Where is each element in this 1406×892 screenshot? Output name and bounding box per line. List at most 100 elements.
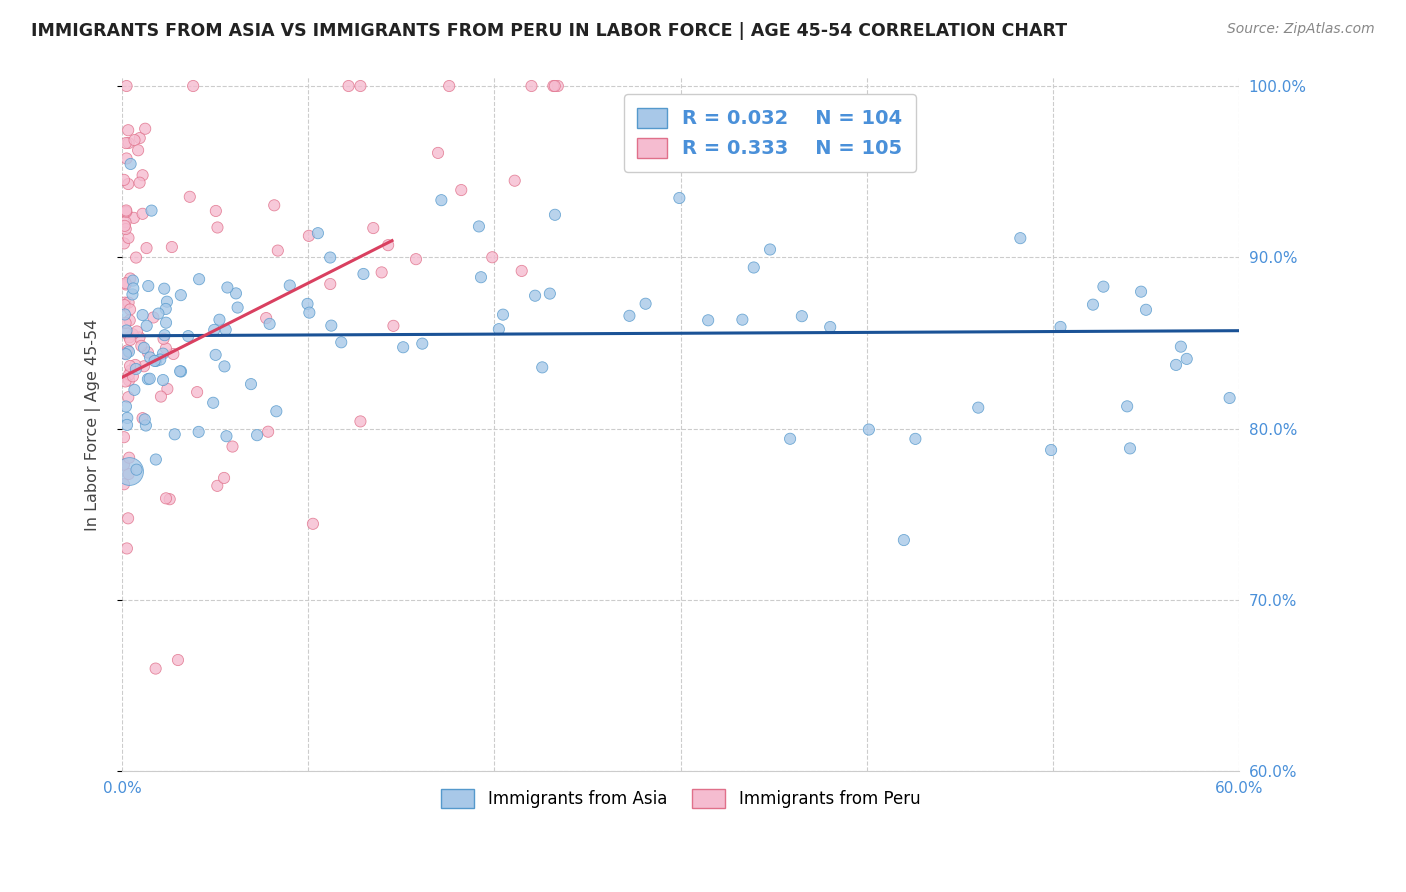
Point <box>266 404 288 418</box>
Point <box>298 305 321 319</box>
Point <box>112 236 135 251</box>
Point <box>145 452 167 467</box>
Point <box>121 369 143 384</box>
Point <box>115 324 138 338</box>
Point <box>503 174 526 188</box>
Point <box>149 390 172 404</box>
Point <box>169 364 191 378</box>
Point <box>132 341 155 355</box>
Point <box>112 458 135 472</box>
Point <box>257 425 280 439</box>
Point <box>405 252 427 267</box>
Point <box>319 277 342 291</box>
Point <box>352 267 374 281</box>
Point <box>1219 391 1241 405</box>
Point <box>818 320 841 334</box>
Point <box>117 411 139 425</box>
Point <box>112 477 135 491</box>
Text: Source: ZipAtlas.com: Source: ZipAtlas.com <box>1227 22 1375 37</box>
Point <box>118 465 141 479</box>
Point <box>114 277 136 291</box>
Point <box>112 173 135 187</box>
Point <box>117 511 139 525</box>
Point <box>121 327 143 342</box>
Point <box>893 533 915 547</box>
Point <box>217 280 239 294</box>
Point <box>349 414 371 428</box>
Point <box>117 177 139 191</box>
Point <box>858 423 880 437</box>
Point <box>131 308 153 322</box>
Point <box>179 190 201 204</box>
Point <box>122 211 145 225</box>
Point <box>128 330 150 344</box>
Point <box>510 264 533 278</box>
Point <box>120 302 142 317</box>
Point <box>468 219 491 234</box>
Point <box>1040 443 1063 458</box>
Point <box>118 374 141 388</box>
Point <box>188 272 211 286</box>
Point <box>370 265 392 279</box>
Text: IMMIGRANTS FROM ASIA VS IMMIGRANTS FROM PERU IN LABOR FORCE | AGE 45-54 CORRELAT: IMMIGRANTS FROM ASIA VS IMMIGRANTS FROM … <box>31 22 1067 40</box>
Point <box>120 363 142 377</box>
Point <box>1175 351 1198 366</box>
Point <box>114 219 136 233</box>
Point <box>118 344 141 359</box>
Point <box>392 340 415 354</box>
Point <box>118 450 141 465</box>
Point <box>117 295 139 310</box>
Point <box>115 277 138 292</box>
Point <box>114 295 136 310</box>
Point <box>125 362 148 376</box>
Point <box>115 204 138 219</box>
Point <box>1135 302 1157 317</box>
Point <box>177 329 200 343</box>
Point <box>790 309 813 323</box>
Point <box>259 317 281 331</box>
Point <box>148 307 170 321</box>
Point <box>668 191 690 205</box>
Point <box>430 193 453 207</box>
Point <box>138 372 160 386</box>
Point <box>547 78 569 93</box>
Point <box>152 373 174 387</box>
Point <box>128 131 150 145</box>
Point <box>531 360 554 375</box>
Point <box>135 318 157 333</box>
Point <box>181 78 204 93</box>
Point <box>1119 442 1142 456</box>
Point <box>543 78 565 93</box>
Point <box>136 372 159 386</box>
Point <box>742 260 765 275</box>
Point <box>263 198 285 212</box>
Point <box>163 427 186 442</box>
Point <box>143 354 166 368</box>
Point <box>115 136 138 150</box>
Point <box>112 430 135 444</box>
Point <box>492 308 515 322</box>
Point <box>156 382 179 396</box>
Point <box>124 383 146 397</box>
Point <box>125 325 148 339</box>
Point <box>619 309 641 323</box>
Point <box>155 342 177 356</box>
Point <box>136 345 159 359</box>
Point <box>114 346 136 360</box>
Point <box>127 143 149 157</box>
Point <box>1170 340 1192 354</box>
Point <box>520 78 543 93</box>
Point <box>124 133 146 147</box>
Point <box>118 313 141 327</box>
Point <box>118 359 141 373</box>
Point <box>131 339 153 353</box>
Point <box>779 432 801 446</box>
Point <box>115 205 138 219</box>
Point <box>160 240 183 254</box>
Point <box>697 313 720 327</box>
Point <box>153 282 176 296</box>
Point <box>114 298 136 312</box>
Point <box>135 418 157 433</box>
Point <box>132 359 155 374</box>
Point <box>488 322 510 336</box>
